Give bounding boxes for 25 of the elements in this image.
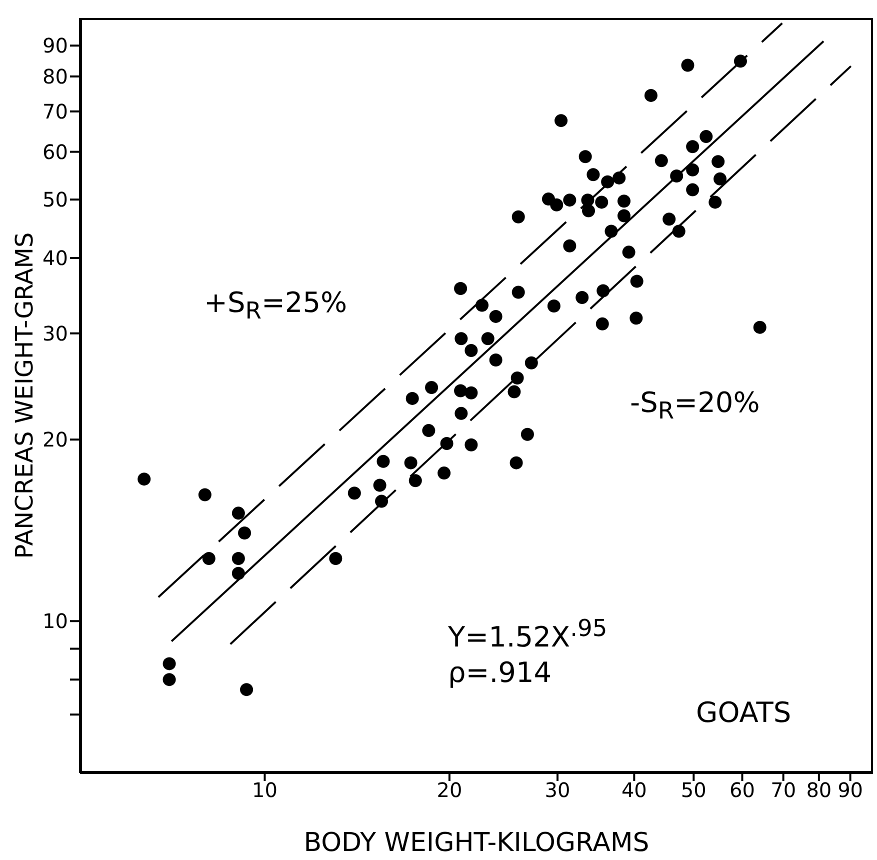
y-tick-label: 50 <box>42 188 68 212</box>
y-tick-label: 60 <box>42 140 68 164</box>
y-tick-label: 80 <box>42 64 68 89</box>
x-tick-label: 30 <box>544 778 570 802</box>
y-axis-title: PANCREAS WEIGHT-GRAMS <box>10 232 39 559</box>
x-tick-label: 70 <box>770 778 796 802</box>
annotation: +S$_{R}$=25% <box>204 286 348 325</box>
annotation: Y=1.52X$^{.95}$ <box>448 614 608 654</box>
x-tick-label: 50 <box>680 778 706 802</box>
x-tick-label: 80 <box>806 778 832 802</box>
y-tick-label: 70 <box>42 100 68 124</box>
annotation: -S$_{R}$=20% <box>630 386 760 425</box>
annotation: ρ=.914 <box>448 656 552 689</box>
x-tick-label: 60 <box>730 778 755 802</box>
y-tick-label: 10 <box>42 609 68 634</box>
x-tick-label: 90 <box>838 778 864 802</box>
annotation: GOATS <box>696 696 792 729</box>
x-axis-title: BODY WEIGHT-KILOGRAMS <box>304 828 650 858</box>
x-tick-label: 20 <box>436 778 462 802</box>
x-tick-label: 40 <box>621 778 647 802</box>
y-tick-label: 40 <box>42 246 68 270</box>
y-tick-label: 30 <box>42 321 68 346</box>
x-tick-label: 10 <box>252 778 278 802</box>
y-tick-label: 20 <box>42 428 68 452</box>
y-tick-label: 90 <box>42 34 68 58</box>
